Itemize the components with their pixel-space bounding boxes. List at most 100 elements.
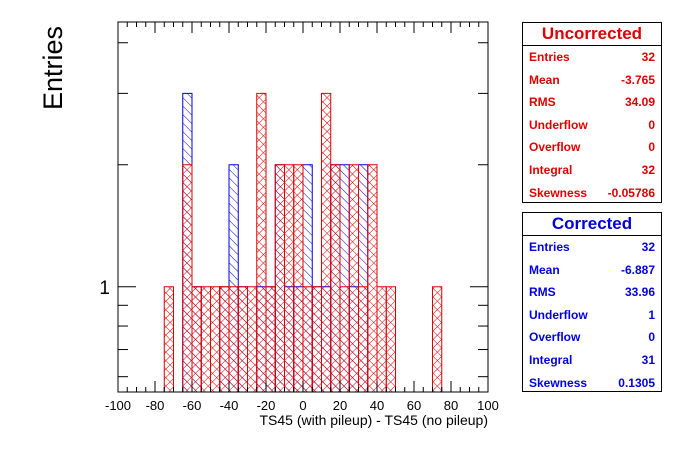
stats-label: Integral <box>529 163 573 177</box>
axis-ticks <box>117 22 489 392</box>
uncorrected-bar <box>200 286 211 393</box>
stats-label: Underflow <box>529 117 588 132</box>
stats-row-underflow: Underflow 0 <box>529 117 655 133</box>
uncorrected-bar <box>385 286 396 393</box>
x-tick-labels: -100 -80 -60 -40 -20 0 20 40 60 80 100 <box>105 398 499 413</box>
uncorrected-bar <box>284 164 295 393</box>
stats-row-overflow: Overflow 0 <box>529 139 655 155</box>
bar-hatch-b <box>367 164 378 393</box>
x-tick-label: -20 <box>257 398 276 413</box>
bar-hatch-b <box>265 286 276 393</box>
stats-row-integral: Integral 31 <box>529 352 655 368</box>
stats-row-overflow: Overflow 0 <box>529 329 655 345</box>
bar-hatch-b <box>432 286 443 393</box>
uncorrected-series <box>163 92 443 393</box>
uncorrected-bar <box>432 286 443 393</box>
uncorrected-bar <box>367 164 378 393</box>
bar-hatch-b <box>330 164 341 393</box>
stats-row-mean: Mean -3.765 <box>529 72 655 88</box>
bar-hatch-b <box>163 286 174 393</box>
bar-hatch-b <box>200 286 211 393</box>
uncorrected-bar <box>321 92 332 393</box>
stats-row-skewness: Skewness 0.1305 <box>529 375 655 391</box>
x-tick-label: -40 <box>220 398 239 413</box>
uncorrected-bar <box>256 92 267 393</box>
stats-label: Skewness <box>529 185 588 200</box>
stats-row-skewness: Skewness -0.05786 <box>529 185 655 201</box>
stats-label: Underflow <box>529 307 588 322</box>
stats-label: RMS <box>529 285 556 300</box>
stats-row-underflow: Underflow 1 <box>529 307 655 323</box>
bar-hatch-b <box>237 286 248 393</box>
stats-value: 0 <box>648 117 655 132</box>
uncorrected-bar <box>237 286 248 393</box>
x-tick-label: 0 <box>299 398 306 413</box>
stats-row-rms: RMS 33.96 <box>529 284 655 300</box>
bar-hatch-b <box>302 286 313 393</box>
stats-value: 32 <box>641 240 655 254</box>
x-tick-label: -100 <box>105 398 131 413</box>
bar-hatch-b <box>284 164 295 393</box>
uncorrected-bar <box>311 286 322 393</box>
stats-value: 0 <box>648 140 655 155</box>
uncorrected-bar <box>228 286 239 393</box>
bar-hatch-b <box>219 286 230 393</box>
stats-value: 32 <box>641 163 655 177</box>
stats-row-rms: RMS 34.09 <box>529 94 655 110</box>
uncorrected-bar <box>339 286 350 393</box>
uncorrected-bar <box>265 286 276 393</box>
x-tick-label: 20 <box>333 398 347 413</box>
uncorrected-stats-box: Uncorrected Entries 32 Mean -3.765 RMS 34.09 U… <box>522 22 662 203</box>
stats-label: Entries <box>529 50 570 64</box>
bar-hatch-b <box>348 164 359 393</box>
y-tick-label: 1 <box>99 278 110 299</box>
x-tick-label: 100 <box>477 398 499 413</box>
stats-value: -3.765 <box>620 72 655 87</box>
uncorrected-bar <box>191 286 202 393</box>
x-axis-label: TS45 (with pileup) - TS45 (no pileup) <box>259 412 488 428</box>
x-tick-label: 40 <box>370 398 384 413</box>
stats-title: Corrected <box>523 213 661 236</box>
bar-hatch-b <box>385 286 396 393</box>
stats-label: RMS <box>529 95 556 110</box>
bar-hatch-b <box>210 286 221 393</box>
uncorrected-bar <box>274 164 285 393</box>
stats-row-entries: Entries 32 <box>529 49 655 65</box>
uncorrected-bar <box>330 164 341 393</box>
x-tick-label: -80 <box>146 398 165 413</box>
bar-hatch-b <box>191 286 202 393</box>
bar-hatch-b <box>293 164 304 393</box>
stats-label: Skewness <box>529 375 588 390</box>
stats-label: Mean <box>529 72 560 87</box>
uncorrected-bar <box>182 164 193 393</box>
uncorrected-bar <box>210 286 221 393</box>
y-tick-labels: 1 <box>99 278 110 299</box>
stats-label: Integral <box>529 353 573 367</box>
corrected-stats-box: Corrected Entries 32 Mean -6.887 RMS 33.96 Und… <box>522 212 662 392</box>
uncorrected-bar <box>247 286 258 393</box>
x-tick-label: 60 <box>407 398 421 413</box>
stats-label: Overflow <box>529 330 581 345</box>
uncorrected-bar <box>358 286 369 393</box>
uncorrected-bar <box>219 286 230 393</box>
bar-hatch-b <box>228 286 239 393</box>
bar-hatch-b <box>247 286 258 393</box>
uncorrected-bar <box>302 286 313 393</box>
uncorrected-bar <box>376 286 387 393</box>
stats-value: 33.96 <box>624 285 655 300</box>
stats-label: Mean <box>529 262 560 277</box>
bar-hatch-b <box>256 92 267 393</box>
stats-value: -0.05786 <box>607 185 655 200</box>
bar-hatch-b <box>376 286 387 393</box>
stats-value: 0.1305 <box>618 375 655 390</box>
stats-value: 34.09 <box>624 95 655 110</box>
stats-value: 1 <box>648 307 655 322</box>
bar-hatch-b <box>321 92 332 393</box>
uncorrected-bar <box>293 164 304 393</box>
stats-value: 0 <box>648 330 655 345</box>
stats-row-entries: Entries 32 <box>529 239 655 255</box>
stats-label: Entries <box>529 240 570 254</box>
stats-value: -6.887 <box>620 262 655 277</box>
x-tick-label: 80 <box>444 398 458 413</box>
